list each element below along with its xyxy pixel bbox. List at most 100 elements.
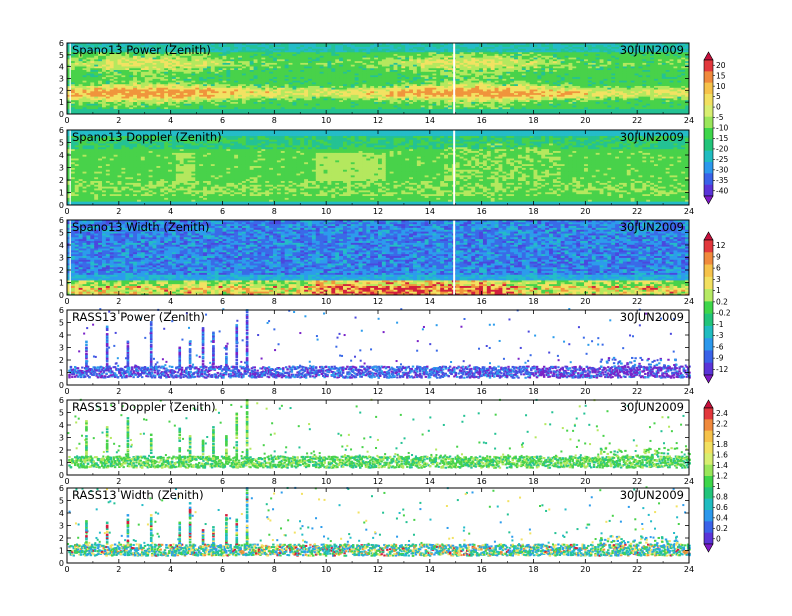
colorbar-label: 3 [716, 275, 721, 284]
panel-title: RASS13 Power (Zenith) [72, 310, 205, 324]
colorbar-bottom-arrow [704, 544, 713, 552]
y-tick-label: 1 [59, 459, 64, 468]
y-tick-label: 2 [59, 446, 64, 455]
colorbar-label: -3 [716, 331, 724, 340]
colorbar-label: 1.4 [716, 461, 728, 470]
x-tick-label: 20 [580, 297, 590, 306]
x-tick-label: 6 [220, 387, 225, 396]
x-tick-label: 22 [632, 477, 642, 486]
colorbar-segment [704, 533, 713, 545]
colorbar-segment [704, 128, 713, 140]
x-tick-label: 10 [321, 477, 331, 486]
colorbar-label: -10 [716, 124, 728, 133]
x-tick-label: 8 [272, 297, 277, 306]
colorbar-segment [704, 173, 713, 185]
colorbar-label: 1 [716, 286, 721, 295]
x-tick-label: 8 [272, 116, 277, 125]
x-tick-label: 8 [272, 477, 277, 486]
x-tick-label: 18 [528, 477, 538, 486]
y-tick-label: 1 [59, 369, 64, 378]
colorbar-segment [704, 499, 713, 511]
colorbar-label: -40 [716, 186, 728, 195]
y-tick-label: 0 [59, 559, 64, 568]
colorbar-segment [704, 338, 713, 351]
y-tick-label: 3 [59, 164, 64, 173]
y-tick-label: 2 [59, 356, 64, 365]
x-tick-label: 22 [632, 297, 642, 306]
colorbar-segment [704, 139, 713, 151]
x-tick-label: 20 [580, 207, 590, 216]
x-tick-label: 14 [425, 387, 435, 396]
x-tick-label: 12 [373, 207, 383, 216]
x-tick-label: 22 [632, 565, 642, 574]
y-tick-label: 1 [59, 189, 64, 198]
x-tick-label: 10 [321, 207, 331, 216]
colorbar-segment [704, 60, 713, 72]
colorbar-segment [704, 350, 713, 363]
colorbar-label: 0 [716, 103, 721, 112]
colorbar-segment [704, 252, 713, 265]
y-tick-label: 3 [59, 75, 64, 84]
x-tick-label: 0 [64, 297, 69, 306]
y-tick-label: 4 [59, 509, 64, 518]
y-tick-label: 0 [59, 471, 64, 480]
y-tick-label: 0 [59, 201, 64, 210]
y-tick-label: 0 [59, 110, 64, 119]
colorbar-label: -25 [716, 155, 728, 164]
colorbar-segment [704, 94, 713, 106]
x-tick-label: 8 [272, 387, 277, 396]
x-tick-label: 16 [477, 387, 487, 396]
x-tick-label: 10 [321, 387, 331, 396]
colorbar-label: -0.2 [716, 309, 731, 318]
y-tick-label: 5 [59, 51, 64, 60]
x-tick-label: 4 [168, 565, 173, 574]
x-tick-label: 20 [580, 565, 590, 574]
x-tick-label: 16 [477, 207, 487, 216]
y-tick-label: 3 [59, 254, 64, 263]
y-tick-label: 3 [59, 344, 64, 353]
y-tick-label: 2 [59, 266, 64, 275]
colorbar-segment [704, 105, 713, 117]
colorbar-segment [704, 510, 713, 522]
y-tick-label: 6 [59, 126, 64, 135]
y-tick-label: 5 [59, 409, 64, 418]
colorbar-segment [704, 442, 713, 454]
x-tick-label: 12 [373, 387, 383, 396]
colorbar-label: 0.6 [716, 503, 728, 512]
x-tick-label: 0 [64, 565, 69, 574]
y-tick-label: 3 [59, 434, 64, 443]
y-tick-label: 1 [59, 98, 64, 107]
colorbar-bottom-arrow [704, 196, 713, 204]
colorbar-segment [704, 277, 713, 290]
colorbar-label: 1.8 [716, 440, 728, 449]
colorbar-segment [704, 151, 713, 163]
colorbar-label: 1 [716, 482, 721, 491]
x-tick-label: 16 [477, 477, 487, 486]
x-tick-label: 14 [425, 477, 435, 486]
x-tick-label: 24 [684, 207, 694, 216]
y-tick-label: 5 [59, 229, 64, 238]
colorbar-label: 10 [716, 82, 726, 91]
x-tick-label: 0 [64, 207, 69, 216]
x-tick-label: 14 [425, 207, 435, 216]
x-tick-label: 18 [528, 297, 538, 306]
panel-date: 30JUN2009 [620, 43, 684, 57]
colorbar-segment [704, 240, 713, 253]
x-tick-label: 0 [64, 116, 69, 125]
x-tick-label: 12 [373, 477, 383, 486]
colorbar-label: 0.2 [716, 297, 728, 306]
colorbar-label: 2 [716, 430, 721, 439]
colorbar-segment [704, 465, 713, 477]
colorbar-segment [704, 431, 713, 443]
x-tick-label: 16 [477, 116, 487, 125]
y-tick-label: 6 [59, 396, 64, 405]
x-tick-label: 2 [116, 116, 121, 125]
colorbar-segment [704, 487, 713, 499]
y-tick-label: 3 [59, 522, 64, 531]
y-tick-label: 5 [59, 139, 64, 148]
